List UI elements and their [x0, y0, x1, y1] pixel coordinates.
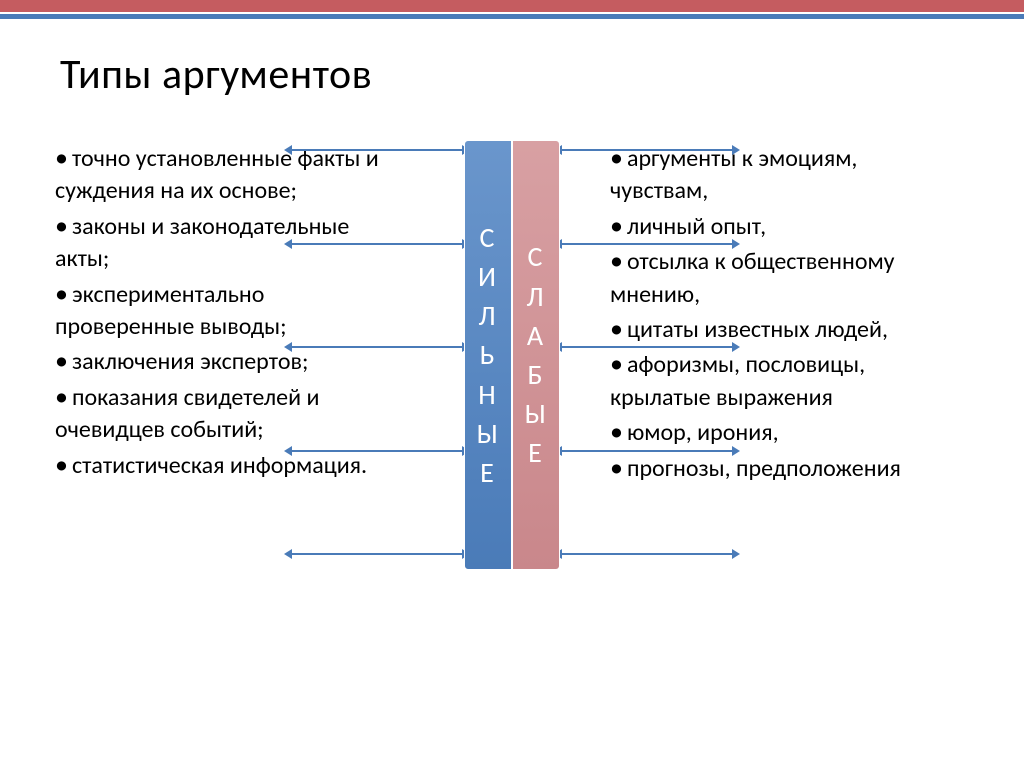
vcol-letter: Ы: [476, 414, 499, 453]
weak-item: отсылка к общественному мнению,: [610, 243, 960, 311]
weak-item: прогнозы, предположения: [610, 450, 960, 485]
vcol-letter: С: [528, 237, 545, 276]
vcol-letter: И: [478, 257, 498, 296]
strong-item: статистическая информация.: [55, 447, 405, 482]
weak-arguments-list: аргументы к эмоциям, чувствам, личный оп…: [610, 140, 960, 485]
weak-item: аргументы к эмоциям, чувствам,: [610, 140, 960, 208]
weak-item: афоризмы, пословицы, крылатые выражения: [610, 346, 960, 414]
vcol-letter: Б: [527, 355, 544, 394]
top-accent-bar: [0, 0, 1024, 14]
strong-item: точно установленные факты и суждения на …: [55, 140, 405, 208]
vcol-letter: С: [480, 218, 497, 257]
strong-item: экспериментально проверенные выводы;: [55, 276, 405, 344]
strong-arguments-list: точно установленные факты и суждения на …: [55, 140, 405, 482]
weak-item: юмор, ирония,: [610, 414, 960, 449]
connector-arrow: [292, 553, 462, 555]
vcol-letter: Л: [526, 277, 545, 316]
weak-item: личный опыт,: [610, 208, 960, 243]
vcol-letter: Л: [478, 296, 497, 335]
diagram-area: точно установленные факты и суждения на …: [0, 120, 1024, 720]
vcol-letter: Н: [478, 375, 497, 414]
vcol-letter: А: [527, 316, 545, 355]
center-columns: С И Л Ь Н Ы Е С Л А Б Ы Е: [464, 140, 560, 570]
strong-item: показания свидетелей и очевидцев событий…: [55, 379, 405, 447]
vcol-letter: Е: [480, 453, 496, 492]
vcol-letter: Е: [528, 433, 544, 472]
page-title: Типы аргументов: [0, 19, 1024, 120]
vcol-letter: Ы: [524, 394, 547, 433]
strong-item: заключения экспертов;: [55, 343, 405, 378]
strong-item: законы и законодательные акты;: [55, 208, 405, 276]
weak-item: цитаты известных людей,: [610, 311, 960, 346]
weak-column-label: С Л А Б Ы Е: [512, 140, 560, 570]
strong-column-label: С И Л Ь Н Ы Е: [464, 140, 512, 570]
connector-arrow: [562, 553, 732, 555]
vcol-letter: Ь: [480, 335, 497, 374]
